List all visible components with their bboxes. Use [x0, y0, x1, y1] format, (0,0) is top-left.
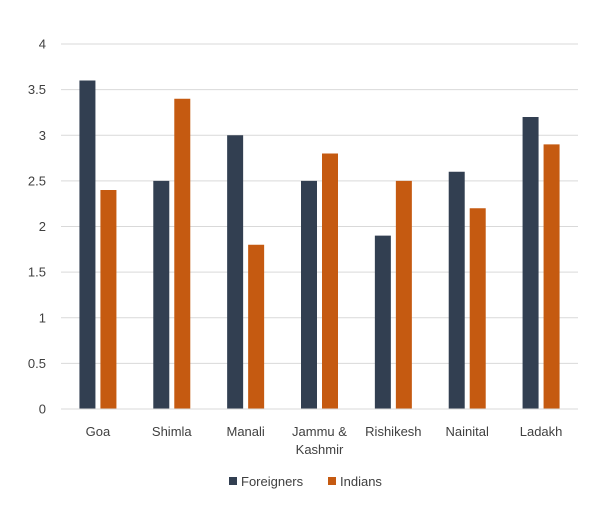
bar-indians [469, 208, 486, 409]
y-axis: 0 0.5 1 1.5 2 2.5 3 3.5 4 [28, 37, 46, 417]
bar-foreigners [227, 135, 244, 409]
y-tick-label: 0.5 [28, 356, 46, 371]
bar-foreigners [522, 117, 539, 409]
x-tick-label: Ladakh [520, 424, 563, 439]
legend-swatch-indians [328, 477, 336, 485]
bars [79, 80, 560, 409]
x-tick-label: Jammu & Kashmir [292, 424, 347, 457]
y-tick-label: 4 [39, 37, 46, 52]
x-axis: Goa Shimla Manali Jammu & Kashmir Rishikesh Na… [86, 424, 563, 457]
y-tick-label: 1.5 [28, 265, 46, 280]
x-tick-label-line: Jammu & [292, 424, 347, 439]
bar-foreigners [301, 180, 317, 409]
y-tick-label: 0 [39, 402, 46, 417]
x-tick-label-line: Ladakh [520, 424, 563, 439]
bar-indians [174, 98, 191, 409]
y-tick-label: 1 [39, 310, 46, 325]
x-tick-label: Nainital [446, 424, 489, 439]
gridlines [61, 43, 578, 364]
x-tick-label-line: Nainital [446, 424, 489, 439]
y-tick-label: 2.5 [28, 173, 46, 188]
bar-indians [543, 144, 560, 409]
bar-indians [395, 180, 412, 409]
y-tick-label: 3 [39, 128, 46, 143]
x-tick-label-line: Shimla [152, 424, 193, 439]
x-tick-label-line: Manali [226, 424, 264, 439]
x-tick-label: Goa [86, 424, 111, 439]
bar-foreigners [448, 171, 465, 409]
x-tick-label-line: Goa [86, 424, 111, 439]
bar-indians [100, 190, 117, 409]
x-tick-label: Manali [226, 424, 264, 439]
x-tick-label: Rishikesh [365, 424, 421, 439]
legend-label: Foreigners [241, 474, 304, 489]
y-tick-label: 2 [39, 219, 46, 234]
bar-foreigners [153, 180, 170, 409]
x-tick-label-line: Kashmir [296, 442, 344, 457]
legend-swatch-foreigners [229, 477, 237, 485]
x-tick-label-line: Rishikesh [365, 424, 421, 439]
legend-label: Indians [340, 474, 382, 489]
y-tick-label: 3.5 [28, 82, 46, 97]
bar-foreigners [374, 235, 391, 409]
bar-foreigners [79, 80, 96, 409]
legend: Foreigners Indians [229, 474, 382, 489]
bar-indians [248, 244, 265, 409]
x-tick-label: Shimla [152, 424, 193, 439]
bar-indians [322, 153, 338, 409]
